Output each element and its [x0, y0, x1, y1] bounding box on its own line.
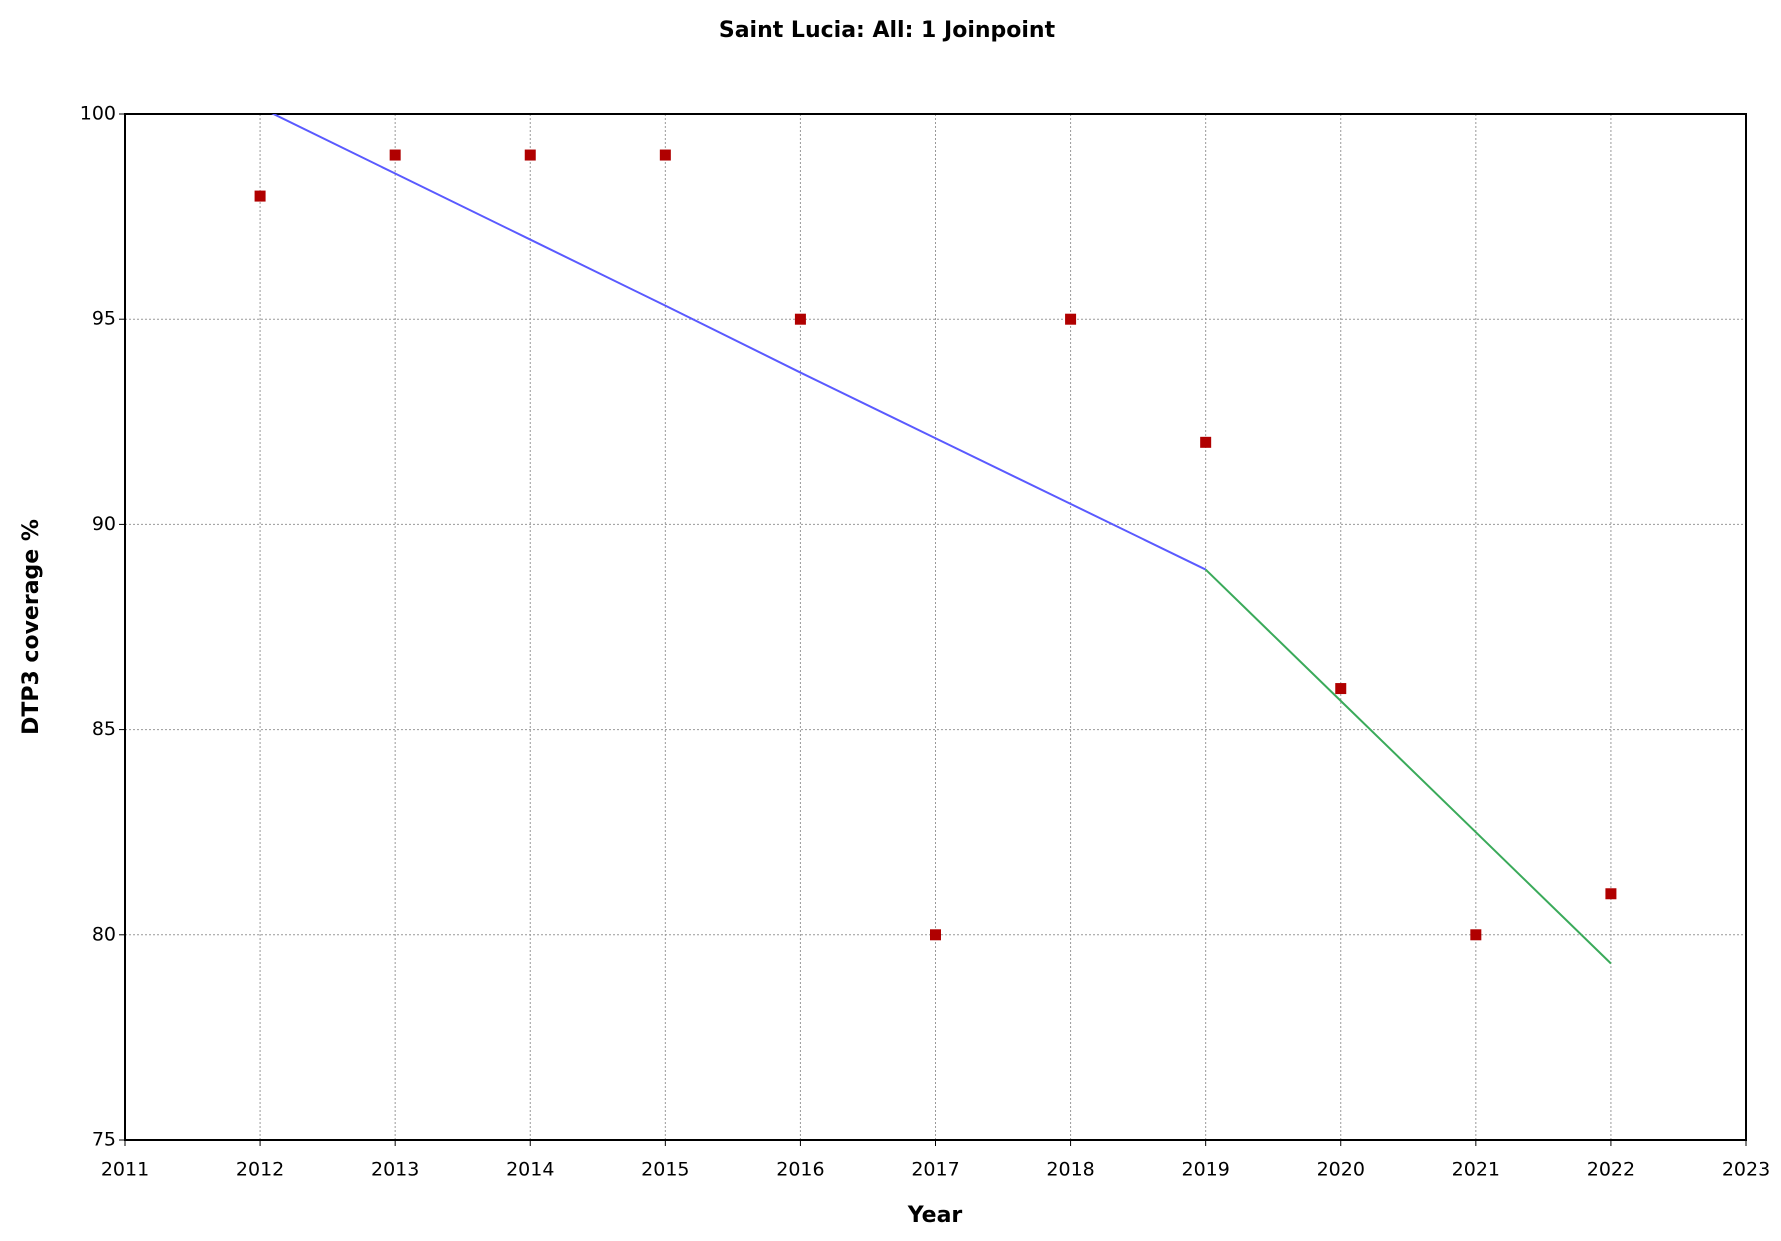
- data-point: [1065, 313, 1077, 325]
- chart-title: Saint Lucia: All: 1 Joinpoint: [719, 18, 1056, 43]
- trend-line: [1204, 568, 1612, 965]
- x-axis-label: Year: [907, 1203, 963, 1228]
- y-tick-label: 95: [92, 308, 116, 330]
- data-point: [254, 190, 266, 202]
- x-tick-label: 2016: [776, 1159, 824, 1181]
- trend-line: [271, 114, 1207, 571]
- x-tick-label: 2014: [506, 1159, 554, 1181]
- data-point: [1335, 683, 1347, 695]
- y-tick-label: 90: [92, 513, 116, 535]
- y-tick-label: 85: [92, 718, 116, 740]
- y-tick-label: 80: [92, 923, 116, 945]
- data-point: [1200, 436, 1212, 448]
- data-point: [930, 929, 941, 941]
- x-tick-label: 2017: [911, 1159, 959, 1181]
- data-point: [794, 313, 806, 325]
- data-point: [659, 149, 671, 161]
- y-tick-label: 100: [80, 103, 116, 125]
- data-point: [389, 149, 401, 161]
- x-tick-label: 2022: [1587, 1159, 1635, 1181]
- y-tick-label: 75: [92, 1129, 116, 1151]
- x-tick-label: 2018: [1046, 1159, 1094, 1181]
- x-tick-label: 2023: [1722, 1159, 1770, 1181]
- plot-frame: [124, 113, 1747, 1141]
- x-tick-label: 2012: [236, 1159, 284, 1181]
- data-point: [1605, 888, 1617, 900]
- x-tick-label: 2019: [1181, 1159, 1229, 1181]
- y-axis-label: DTP3 coverage %: [19, 519, 44, 735]
- data-point: [1470, 929, 1482, 941]
- plot-area: [254, 114, 1617, 965]
- x-tick-label: 2011: [101, 1159, 149, 1181]
- x-tick-label: 2020: [1317, 1159, 1365, 1181]
- x-tick-label: 2021: [1452, 1159, 1500, 1181]
- data-point: [524, 149, 536, 161]
- x-tick-label: 2013: [371, 1159, 419, 1181]
- x-tick-label: 2015: [641, 1159, 689, 1181]
